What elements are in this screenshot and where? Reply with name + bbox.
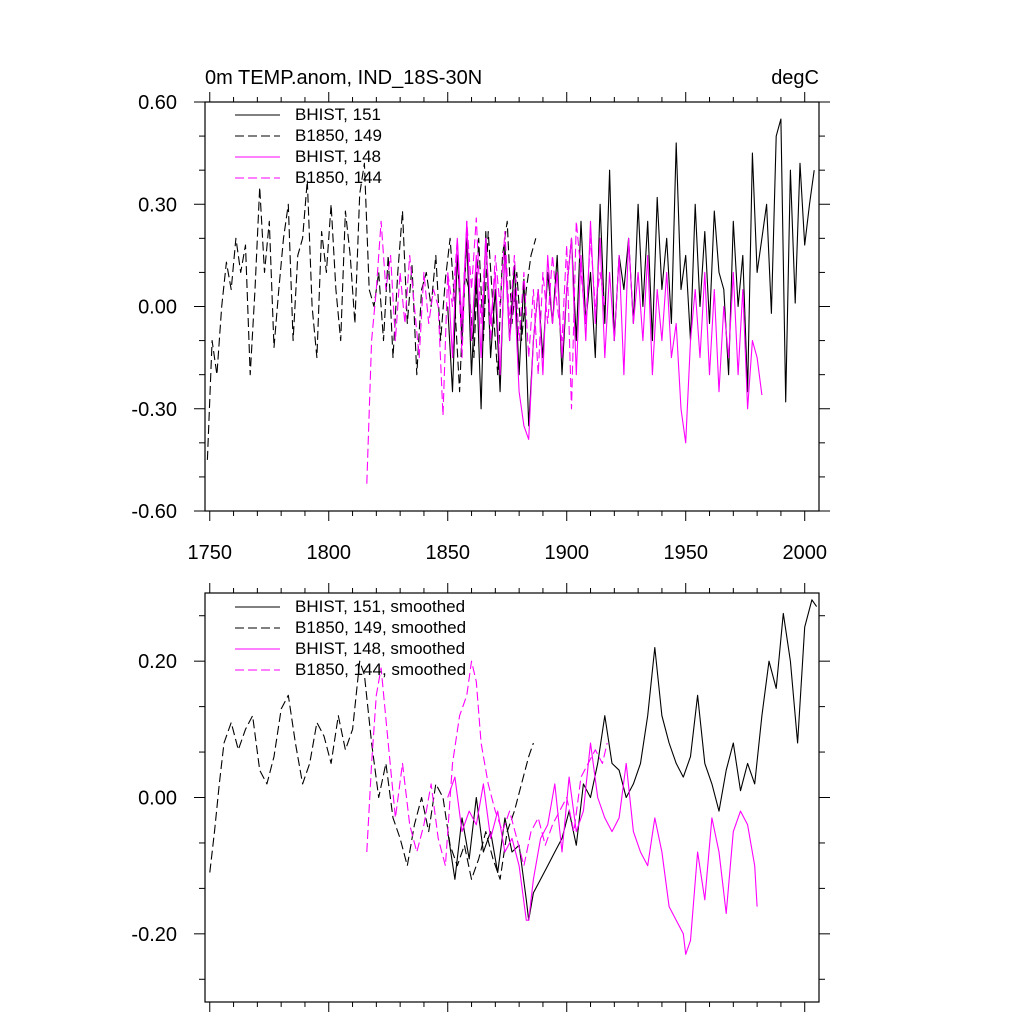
series-line-0 <box>447 599 818 921</box>
x-tick-label: 1950 <box>663 542 708 564</box>
bottom-panel: -0.20 0.00 0.20 BHIST, 151, smoothed B1850,… <box>131 583 830 1012</box>
y-tick-label: -0.60 <box>131 501 177 523</box>
x-tick-label: 1800 <box>307 542 352 564</box>
legend-label: BHIST, 148 <box>295 147 381 166</box>
x-tick-label: 1750 <box>188 542 233 564</box>
legend-label: B1850, 149, smoothed <box>295 618 466 637</box>
series-line-2 <box>447 742 758 955</box>
y-tick-label: -0.20 <box>131 924 177 946</box>
y-tick-label: 0.30 <box>138 194 177 216</box>
legend-label: BHIST, 151 <box>295 105 381 124</box>
series-line-2 <box>447 220 763 444</box>
y-tick-label: -0.30 <box>131 399 177 421</box>
legend-label: B1850, 144 <box>295 168 382 187</box>
legend-label: BHIST, 148, smoothed <box>295 639 465 658</box>
x-tick-label: 2000 <box>782 542 827 564</box>
top-series-layer <box>206 118 815 484</box>
top-legend: BHIST, 151 B1850, 149 BHIST, 148 B1850, 144 <box>235 105 382 187</box>
legend-label: BHIST, 151, smoothed <box>295 597 465 616</box>
series-line-1 <box>206 162 537 460</box>
top-title-right: degC <box>771 67 819 89</box>
series-line-3 <box>366 660 608 867</box>
top-panel: 0m TEMP.anom, IND_18S-30N degC 1750 1800 1… <box>131 67 830 564</box>
y-tick-label: 0.00 <box>138 297 177 319</box>
y-tick-label: 0.00 <box>138 788 177 810</box>
bottom-axes: -0.20 0.00 0.20 <box>131 583 830 1012</box>
x-tick-label: 1850 <box>425 542 470 564</box>
series-line-3 <box>366 217 606 484</box>
legend-label: B1850, 144, smoothed <box>295 660 466 679</box>
top-title-left: 0m TEMP.anom, IND_18S-30N <box>205 67 482 89</box>
x-tick-label: 1900 <box>544 542 589 564</box>
series-line-1 <box>209 660 534 880</box>
y-tick-label: 0.20 <box>138 651 177 673</box>
y-tick-label: 0.60 <box>138 92 177 114</box>
bottom-series-layer <box>209 599 818 955</box>
legend-label: B1850, 149 <box>295 126 382 145</box>
top-axes: 1750 1800 1850 1900 1950 2000 -0.60 -0.30 0.00 0.… <box>131 92 830 564</box>
bottom-legend: BHIST, 151, smoothed B1850, 149, smoothed… <box>235 597 466 679</box>
